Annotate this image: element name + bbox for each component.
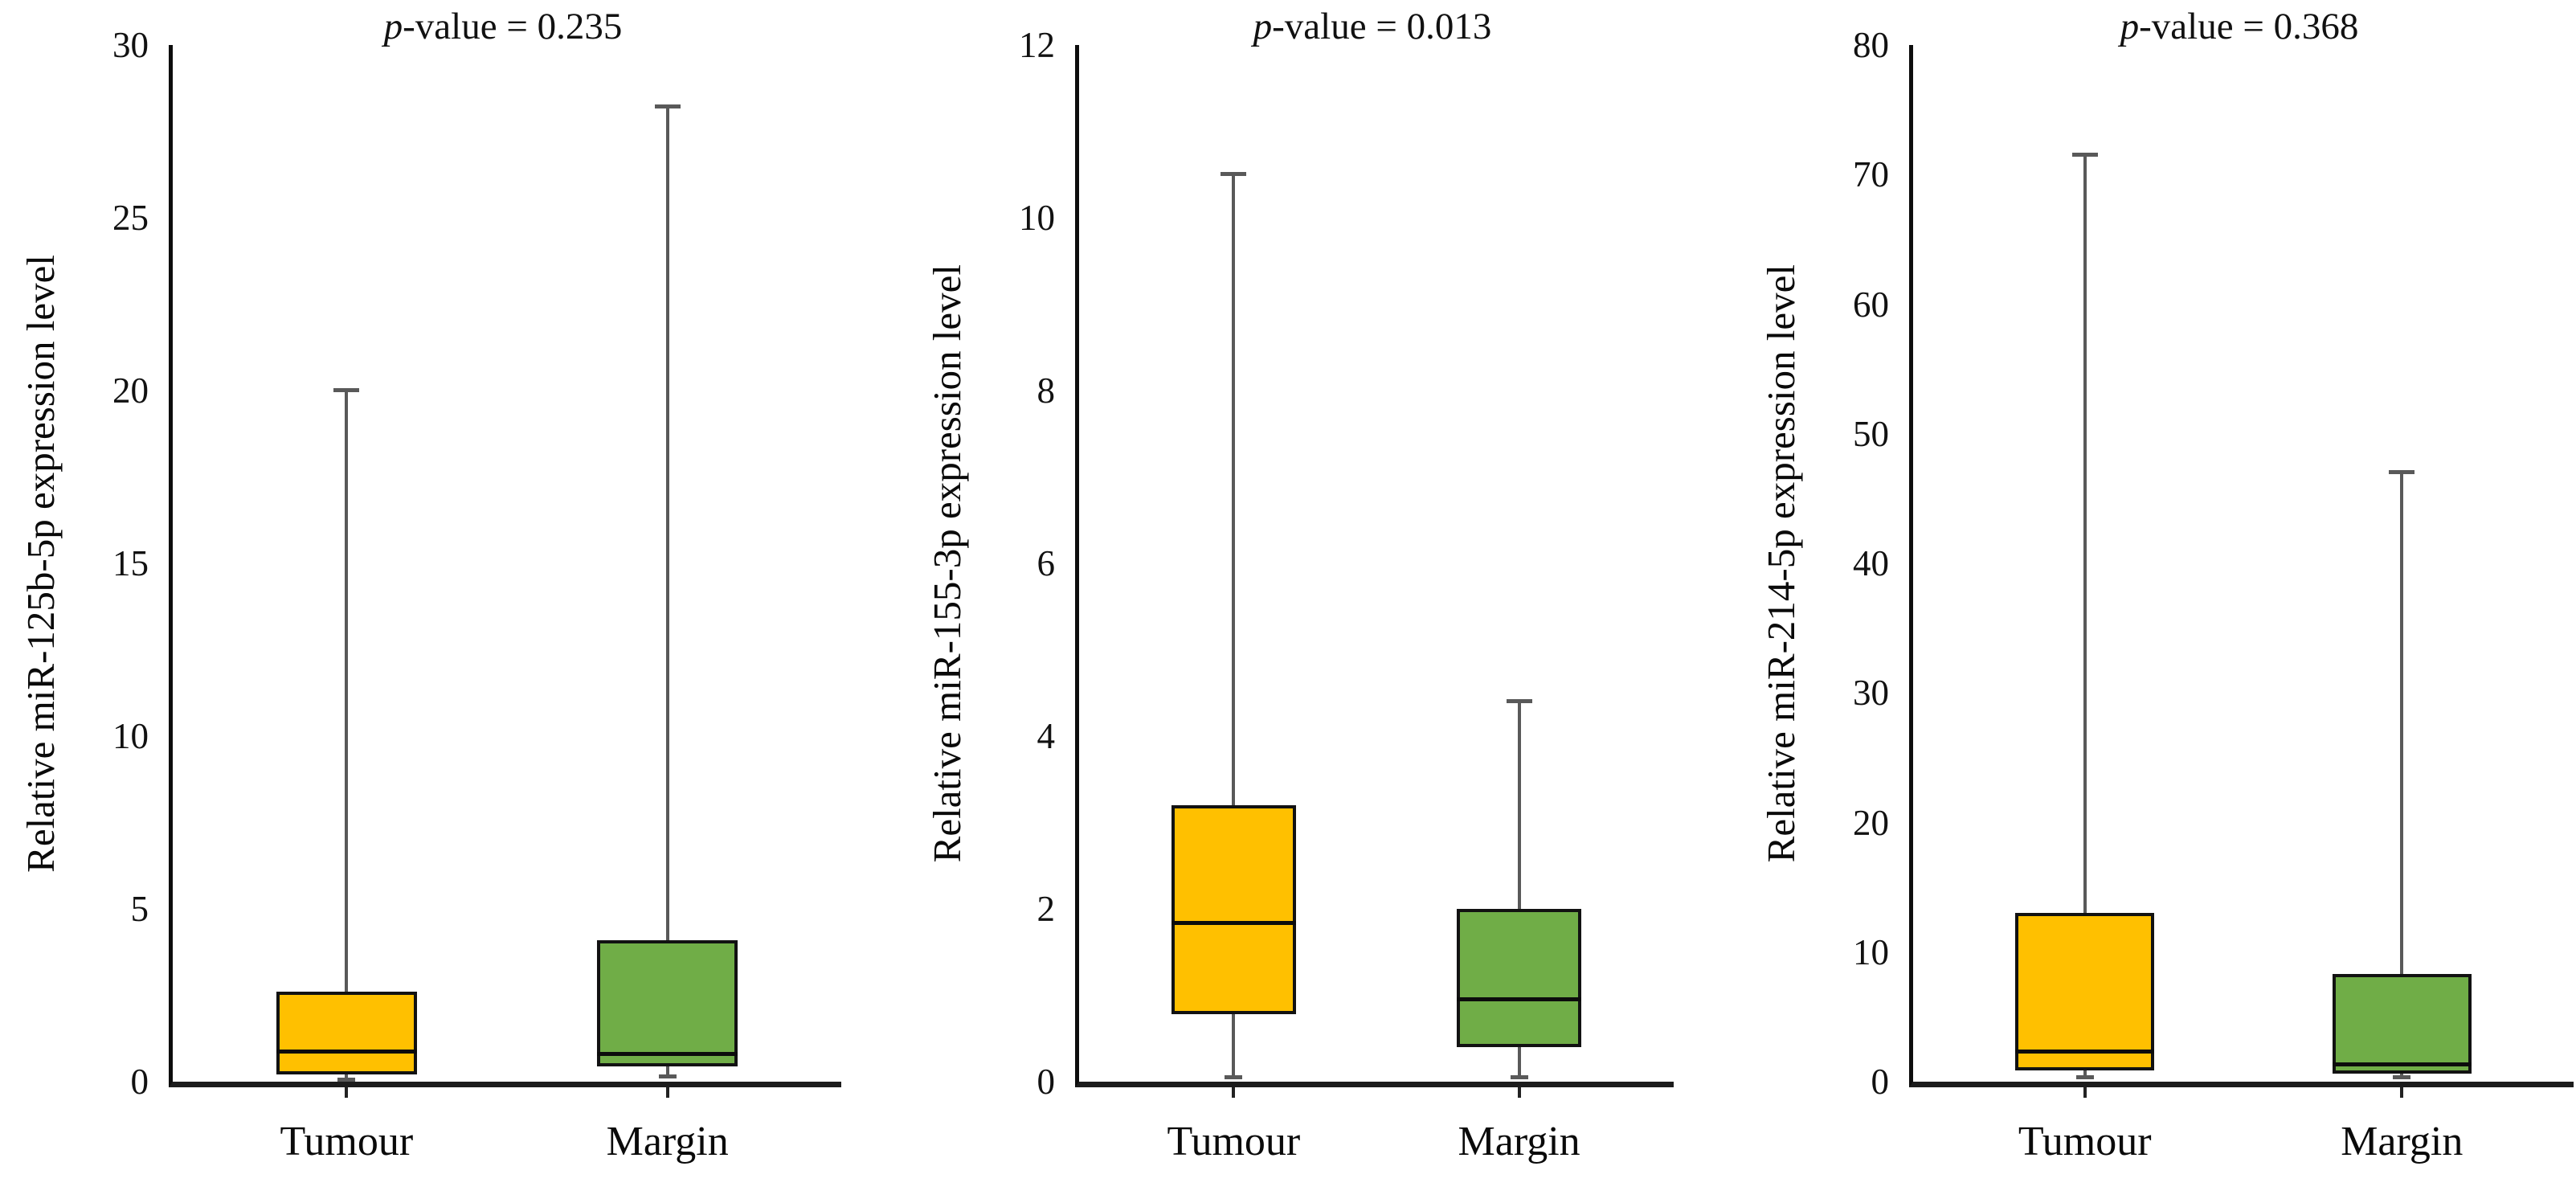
whisker-line: [1232, 174, 1236, 1078]
whisker-cap-high: [1221, 172, 1247, 177]
y-tick-label: 50: [1853, 413, 1889, 454]
whisker-cap-high: [2071, 153, 2098, 158]
chart-panel-3: p-value = 0.368 Relative miR-214-5p expre…: [1740, 0, 2576, 1199]
whisker-cap-low: [658, 1074, 677, 1078]
plot-area: 0 5 10 15 20 25 30 Tumour Margin: [112, 27, 841, 1164]
whisker-line: [665, 107, 669, 1077]
category-label-tumour: Tumour: [1167, 1119, 1301, 1164]
x-axis-tick: [345, 1087, 349, 1098]
box-group-margin: [2332, 45, 2472, 1082]
y-tick-label: 5: [130, 889, 149, 930]
category-label-margin: Margin: [606, 1119, 729, 1164]
median-line: [1171, 921, 1297, 926]
y-tick-label: 0: [1037, 1062, 1056, 1102]
plot-area: 0 10 20 30 40 50 60 70 80 Tumour Margin: [1853, 27, 2574, 1164]
median-line: [276, 1050, 417, 1054]
whisker-cap-low: [1225, 1074, 1243, 1079]
y-tick-label: 25: [112, 198, 149, 238]
box-group-tumour: [2015, 45, 2155, 1082]
y-tick-label: 30: [1853, 673, 1889, 714]
p-value-label: p-value = 0.235: [384, 5, 623, 48]
whisker-cap-high: [333, 388, 360, 393]
category-label-margin: Margin: [2341, 1119, 2464, 1164]
whisker-cap-high: [654, 104, 681, 109]
x-axis-tick: [1232, 1087, 1236, 1098]
category-label-margin: Margin: [1458, 1119, 1580, 1164]
whisker-line: [2400, 473, 2404, 1078]
y-tick-label: 0: [1871, 1062, 1890, 1102]
iqr-box: [597, 939, 738, 1066]
median-line: [597, 1051, 738, 1056]
whisker-line: [1517, 702, 1521, 1078]
iqr-box: [2332, 974, 2472, 1074]
p-value-text: -value = 0.013: [1272, 6, 1492, 47]
x-axis-tick: [2083, 1087, 2087, 1098]
iqr-box: [1456, 909, 1582, 1047]
x-axis-tick: [2400, 1087, 2404, 1098]
p-value-symbol: p: [1253, 6, 1273, 47]
p-value-label: p-value = 0.013: [1253, 5, 1492, 48]
y-tick-label: 10: [1019, 198, 1055, 238]
y-tick-label: 15: [112, 543, 149, 583]
median-line: [2332, 1062, 2472, 1067]
chart-panel-1: p-value = 0.235 Relative miR-125b-5p expr…: [0, 0, 842, 1199]
whisker-cap-high: [1506, 699, 1532, 703]
p-value-symbol: p: [383, 6, 403, 47]
y-tick-label: 12: [1019, 25, 1055, 65]
y-tick-label: 20: [1853, 802, 1889, 843]
x-axis-tick: [665, 1087, 669, 1098]
y-tick-label: 60: [1853, 284, 1889, 325]
category-label-tumour: Tumour: [280, 1119, 414, 1164]
whisker-cap-low: [2393, 1075, 2411, 1080]
y-tick-label: 70: [1853, 154, 1889, 195]
whisker-cap-low: [1510, 1074, 1528, 1079]
box-group-tumour: [1171, 45, 1297, 1082]
iqr-box: [276, 992, 417, 1075]
whisker-line: [2083, 155, 2087, 1078]
box-group-margin: [1456, 45, 1582, 1082]
p-value-text: -value = 0.235: [403, 6, 623, 47]
y-tick-label: 30: [112, 25, 149, 65]
iqr-box: [2015, 913, 2155, 1070]
x-axis-tick: [1517, 1087, 1521, 1098]
median-line: [1456, 996, 1582, 1001]
y-tick-label: 10: [1853, 931, 1889, 972]
y-tick-label: 6: [1037, 543, 1056, 583]
y-tick-label: 40: [1853, 543, 1889, 583]
y-tick-label: 10: [112, 716, 149, 757]
y-tick-label: 8: [1037, 370, 1056, 411]
chart-panel-2: p-value = 0.013 Relative miR-155-3p expre…: [906, 0, 1676, 1199]
p-value-symbol: p: [2120, 6, 2140, 47]
whisker-cap-low: [337, 1077, 356, 1082]
box-group-margin: [597, 45, 738, 1082]
p-value-text: -value = 0.368: [2139, 6, 2359, 47]
y-tick-label: 2: [1037, 889, 1056, 930]
y-tick-label: 4: [1037, 716, 1056, 757]
plot-area: 0 2 4 6 8 10 12 Tumour Margin: [1019, 27, 1674, 1164]
p-value-label: p-value = 0.368: [2120, 5, 2359, 48]
whisker-cap-low: [2075, 1075, 2094, 1080]
y-tick-label: 20: [112, 370, 149, 411]
box-group-tumour: [276, 45, 417, 1082]
y-tick-label: 0: [130, 1062, 149, 1102]
category-label-tumour: Tumour: [2018, 1119, 2152, 1164]
whisker-line: [345, 391, 349, 1080]
median-line: [2015, 1049, 2155, 1054]
whisker-cap-high: [2389, 470, 2415, 475]
y-tick-label: 80: [1853, 25, 1889, 65]
iqr-box: [1171, 805, 1297, 1015]
